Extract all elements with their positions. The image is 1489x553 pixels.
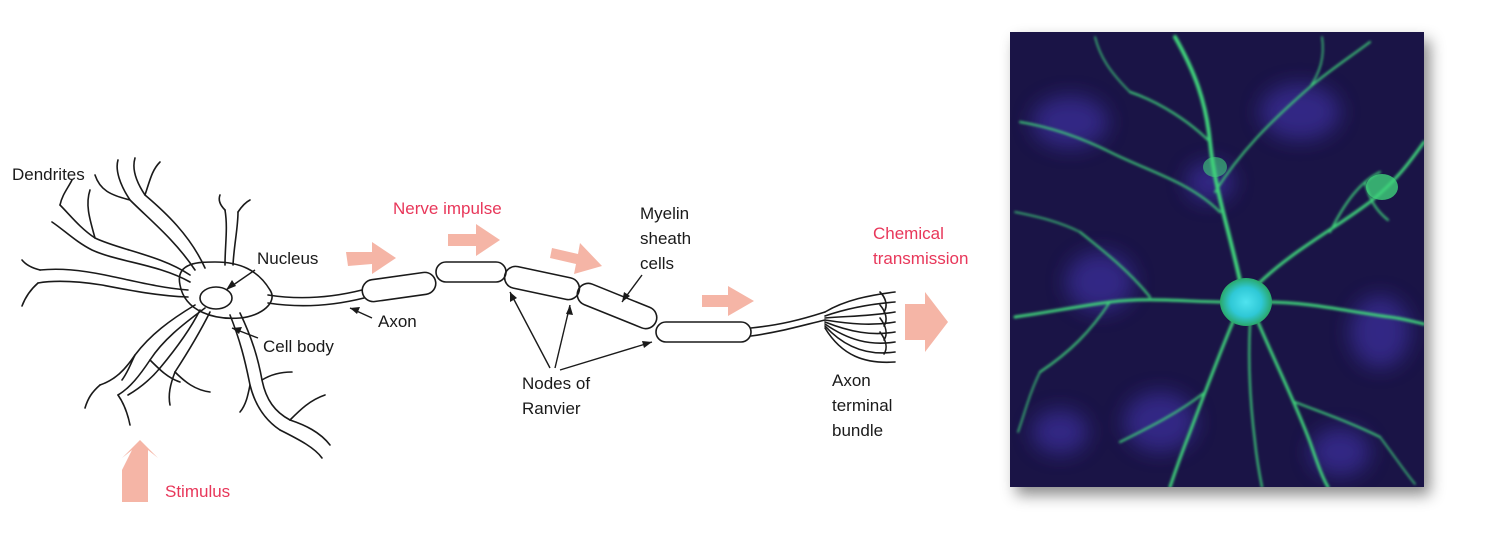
label-dendrites: Dendrites <box>12 165 85 184</box>
label-myelin-2: sheath <box>640 229 691 248</box>
nucleus-shape <box>199 286 233 310</box>
axon-line <box>267 289 363 299</box>
neuron-diagram: Dendrites Nucleus Axon Cell body Nerve i… <box>12 157 968 502</box>
impulse-arrow <box>550 243 602 274</box>
label-nerve-impulse: Nerve impulse <box>393 199 502 218</box>
myelin-segments <box>361 261 752 343</box>
label-nucleus: Nucleus <box>257 249 318 268</box>
label-terminal-2: terminal <box>832 396 892 415</box>
impulse-arrows <box>122 224 948 502</box>
axon-terminal-shape <box>824 291 896 364</box>
label-terminal-1: Axon <box>832 371 871 390</box>
impulse-arrow <box>346 242 396 274</box>
chemical-arrow <box>905 292 948 352</box>
label-myelin-1: Myelin <box>640 204 689 223</box>
impulse-arrow <box>702 286 754 316</box>
micrograph-image <box>1010 32 1424 487</box>
label-cell-body: Cell body <box>263 337 334 356</box>
stimulus-arrow <box>122 440 158 502</box>
label-stimulus: Stimulus <box>165 482 230 501</box>
cell-body-outline <box>178 261 273 320</box>
label-nodes-1: Nodes of <box>522 374 590 393</box>
label-terminal-3: bundle <box>832 421 883 440</box>
label-chemical-2: transmission <box>873 249 968 268</box>
dendrite-branches <box>21 157 331 459</box>
neuron-micrograph <box>1010 32 1424 487</box>
label-nodes-2: Ranvier <box>522 399 581 418</box>
label-axon: Axon <box>378 312 417 331</box>
impulse-arrow <box>448 224 500 256</box>
label-myelin-3: cells <box>640 254 674 273</box>
label-chemical-1: Chemical <box>873 224 944 243</box>
